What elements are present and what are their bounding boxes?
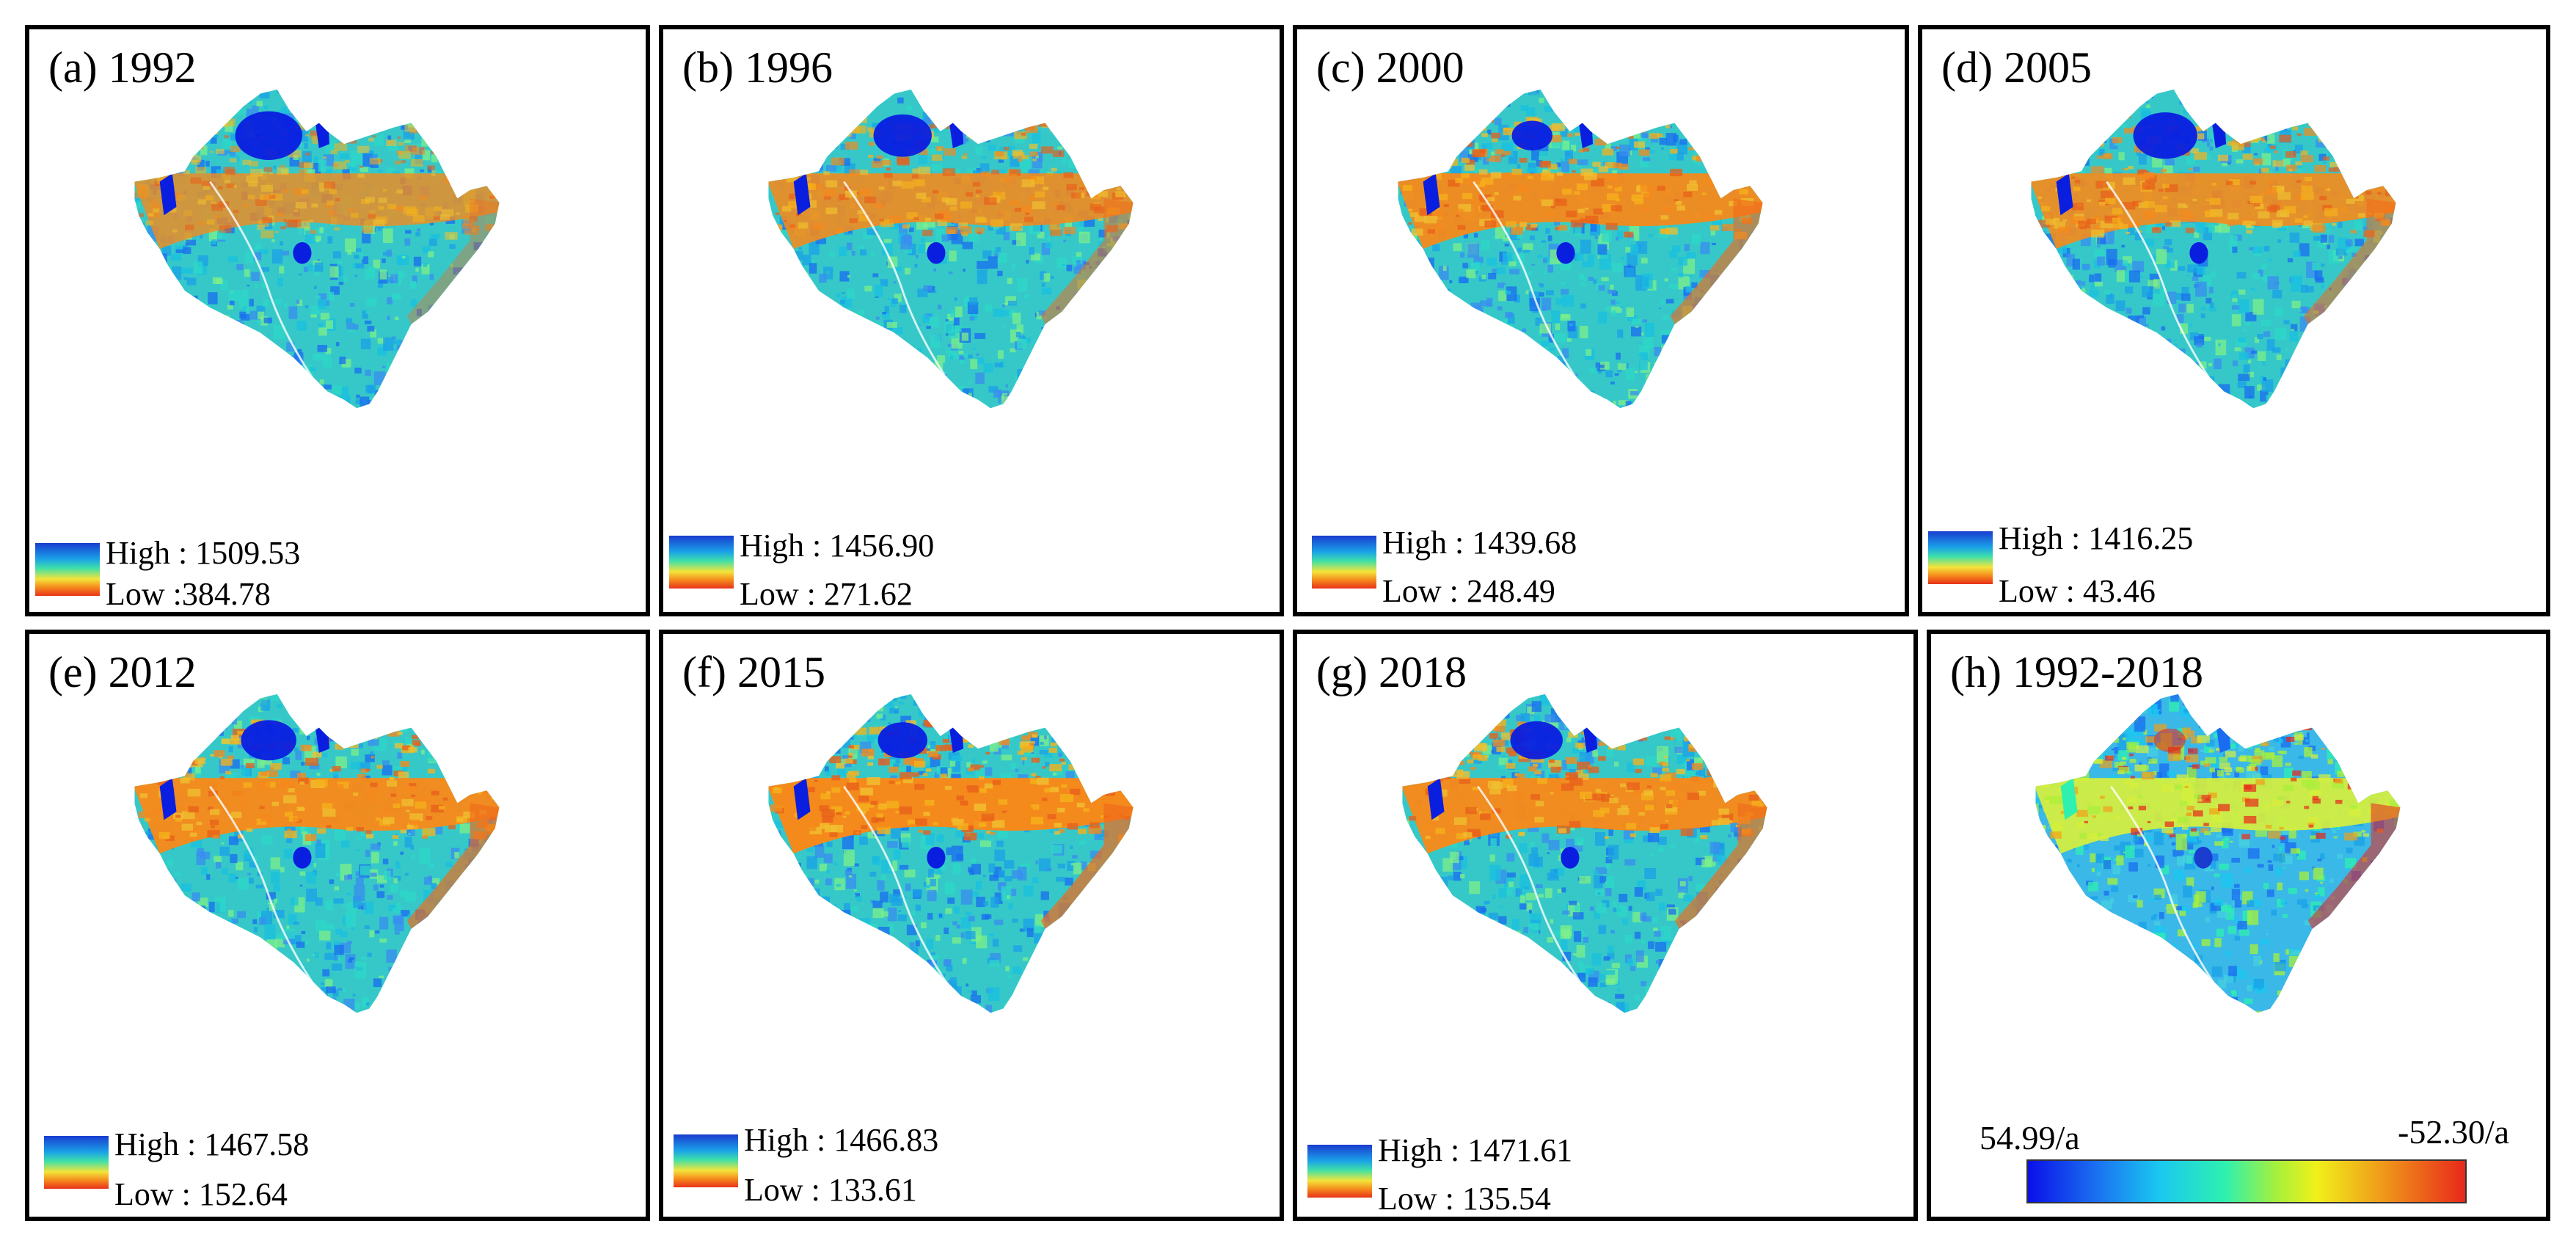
panel-title: (g) 2018 [1316,648,1467,696]
legend-low-label: Low :384.78 [106,576,271,612]
legend-high-label: High : 1509.53 [106,535,301,571]
map-panel-2018: (g) 2018 High : 1471.61 Low : 135.54 [1293,630,1918,1221]
map-panel-2000: (c) 2000 High : 1439.68 Low : 248.49 [1293,25,1909,616]
colorbar-min-label: -52.30/a [2398,1113,2510,1151]
legend-high-label: High : 1467.58 [114,1126,310,1162]
map-image [768,89,1134,409]
legend-color-ramp [674,1134,738,1187]
map-image [1398,89,1763,409]
legend-color-ramp [35,543,100,596]
map-panel-1996: (b) 1996 High : 1456.90 Low : 271.62 [659,25,1284,616]
colorbar-max-label: 54.99/a [1980,1119,2080,1156]
legend-low-label: Low : 152.64 [114,1176,288,1212]
panel-title: (a) 1992 [48,43,197,92]
legend-high-label: High : 1471.61 [1378,1132,1573,1168]
panel-title: (e) 2012 [48,648,197,696]
map-panel-2015: (f) 2015 High : 1466.83 Low : 133.61 [659,630,1284,1221]
trend-colorbar [2026,1159,2467,1203]
map-image [134,693,500,1013]
panel-title: (h) 1992-2018 [1950,648,2203,696]
legend-low-label: Low : 248.49 [1382,573,1555,609]
panel-title: (f) 2015 [682,648,825,696]
map-image [768,693,1134,1013]
legend-color-ramp [1928,531,1993,584]
legend-high-label: High : 1456.90 [740,528,935,564]
map-panel-1992: (a) 1992 High : 1509.53 Low :384.78 [25,25,650,616]
legend-high-label: High : 1416.25 [1999,520,2194,556]
legend-low-label: Low : 43.46 [1999,573,2156,609]
panel-title: (c) 2000 [1316,43,1464,92]
map-image [134,89,500,409]
legend-high-label: High : 1439.68 [1382,525,1577,561]
map-panel-2012: (e) 2012 High : 1467.58 Low : 152.64 [25,630,650,1221]
map-panel-trend: (h) 1992-2018 54.99/a -52.30/a [1927,630,2550,1221]
trend-map-image [2035,693,2401,1013]
panel-title: (d) 2005 [1941,43,2092,92]
legend-low-label: Low : 135.54 [1378,1181,1551,1217]
legend-color-ramp [44,1136,109,1189]
legend-high-label: High : 1466.83 [744,1122,939,1158]
map-image [2031,89,2396,409]
legend-color-ramp [1312,536,1376,589]
map-image [1402,693,1767,1013]
legend-low-label: Low : 271.62 [740,576,913,612]
panel-title: (b) 1996 [682,43,833,92]
legend-color-ramp [1307,1145,1372,1198]
legend-color-ramp [669,536,734,589]
legend-low-label: Low : 133.61 [744,1172,917,1208]
map-panel-2005: (d) 2005 High : 1416.25 Low : 43.46 [1918,25,2550,616]
